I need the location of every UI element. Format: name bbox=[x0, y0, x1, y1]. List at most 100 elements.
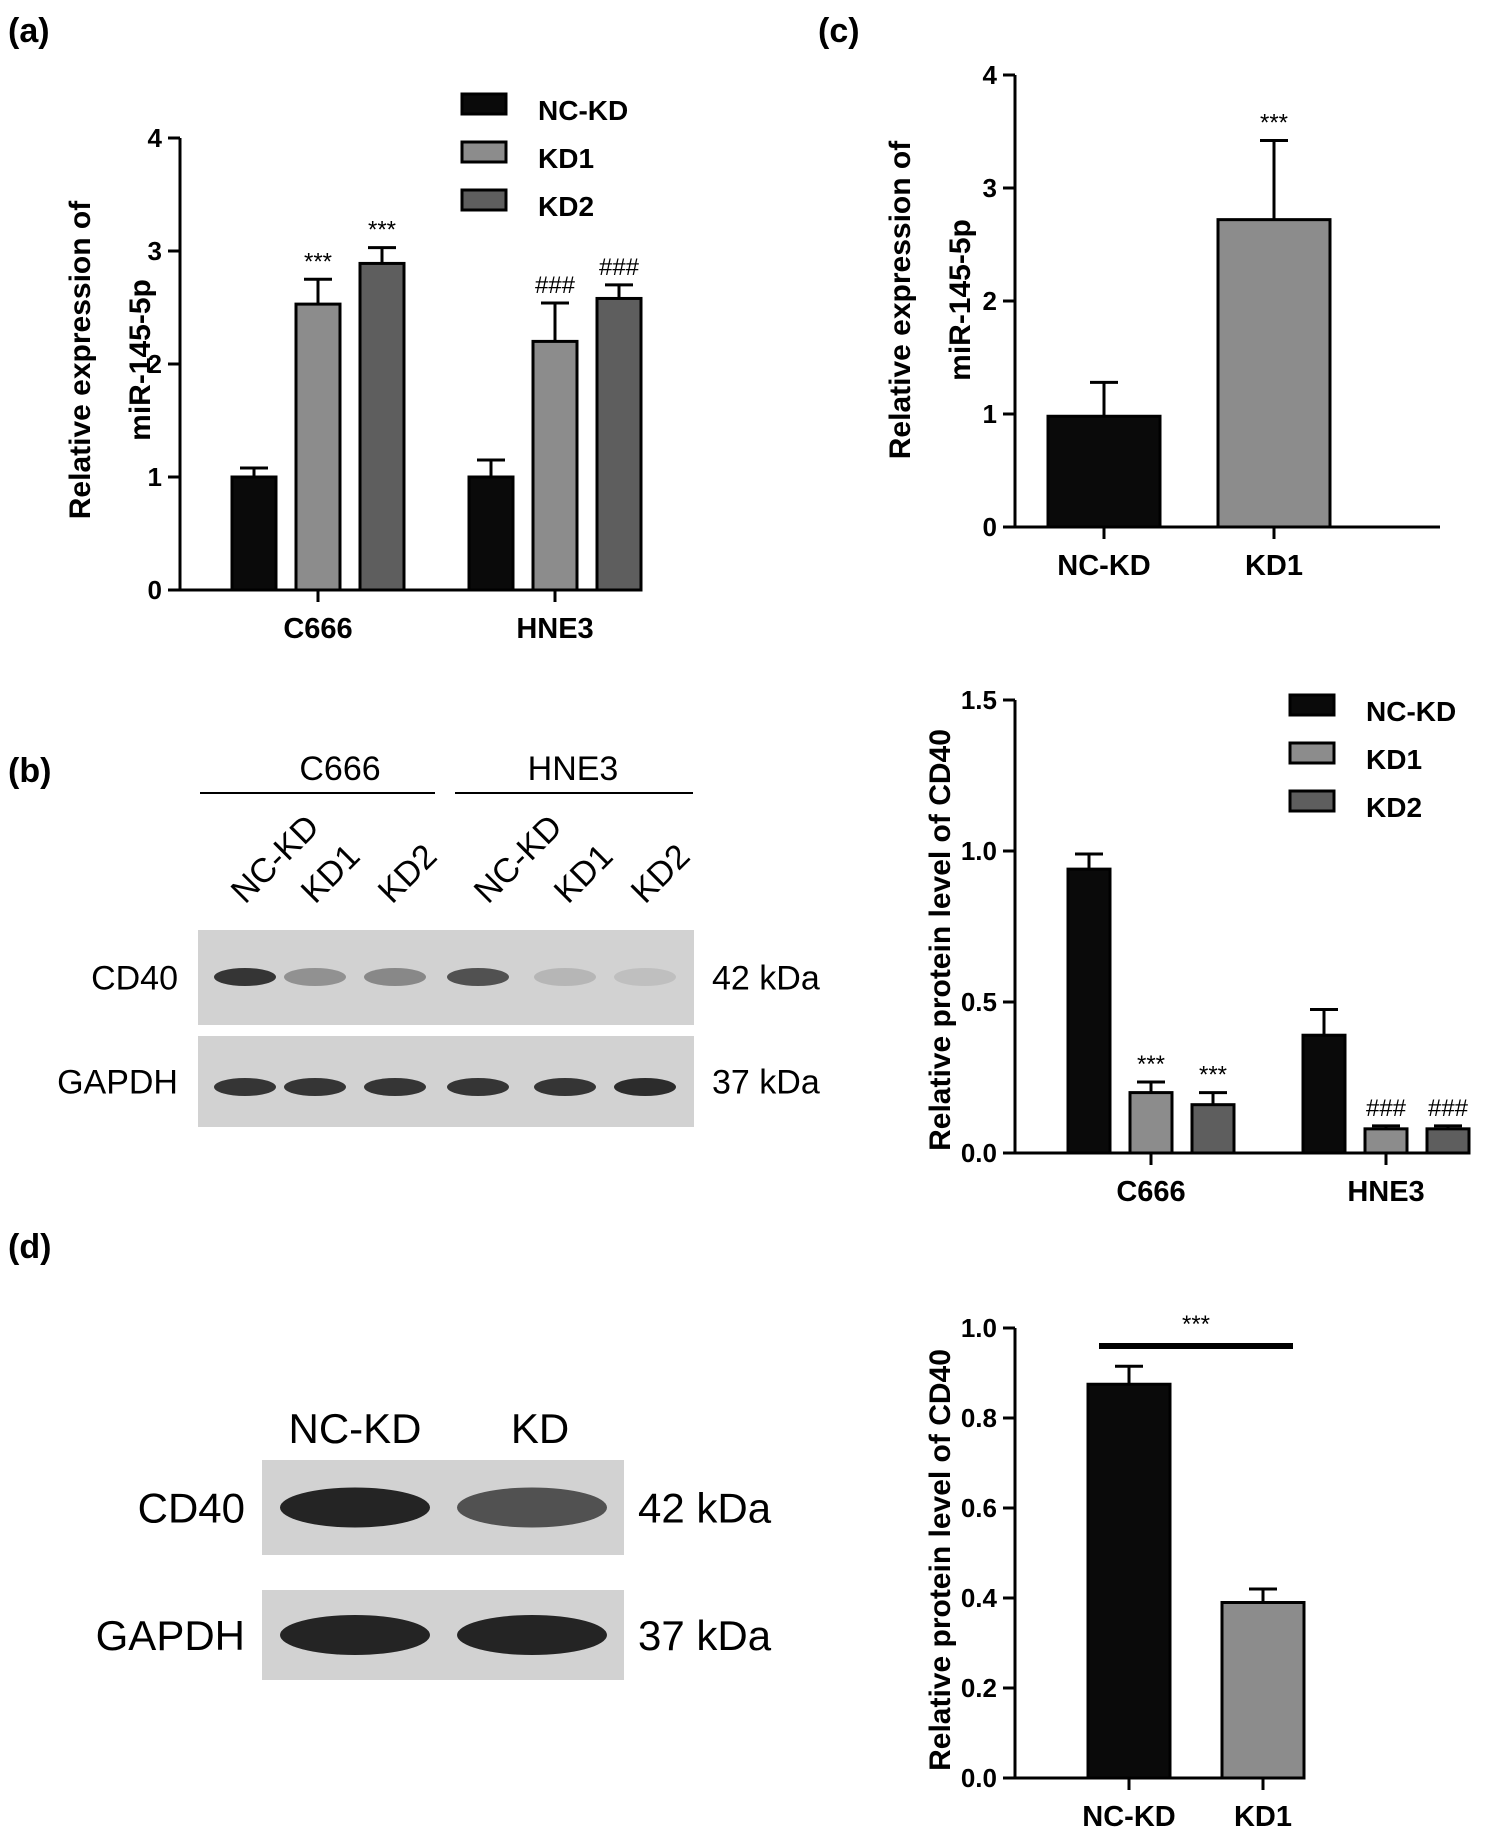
blot-group-label: C666 bbox=[299, 750, 380, 788]
y-tick-label: 1.0 bbox=[961, 836, 997, 866]
blot-size-label: 37 kDa bbox=[638, 1612, 772, 1659]
significance-label: ### bbox=[599, 254, 640, 281]
blot-lane-label: KD2 bbox=[371, 837, 445, 911]
y-tick-label: 0 bbox=[983, 512, 997, 542]
blot-band bbox=[447, 968, 509, 986]
significance-label: ### bbox=[535, 272, 576, 299]
legend-swatch bbox=[1288, 741, 1336, 765]
bar-kd1 bbox=[1363, 1127, 1409, 1155]
y-tick-label: 4 bbox=[148, 123, 163, 153]
blot-size-label: 42 kDa bbox=[638, 1485, 772, 1532]
y-tick-label: 1 bbox=[148, 462, 162, 492]
y-axis-title: Relative expression of bbox=[884, 140, 917, 459]
blot-size-label: 42 kDa bbox=[712, 960, 820, 998]
western-blot-d: NC-KD KD CD40 42 kDa GAPDH 37 kDa bbox=[96, 1405, 772, 1680]
bar-kd2 bbox=[1425, 1127, 1471, 1155]
y-axis-title: Relative protein level of CD40 bbox=[924, 1349, 957, 1771]
blot-band bbox=[284, 1078, 346, 1096]
blot-lane-label: KD bbox=[511, 1405, 569, 1452]
significance-label: *** bbox=[304, 248, 332, 275]
blot-band bbox=[364, 1078, 426, 1096]
chart-a-mirna-expression: 0 1 2 3 4 Relative expression of miR-145-5p ***… bbox=[64, 92, 643, 645]
blot-band bbox=[214, 1078, 276, 1096]
significance-label: *** bbox=[368, 217, 396, 244]
significance-label: *** bbox=[1260, 110, 1288, 137]
legend-swatch bbox=[460, 92, 508, 116]
y-axis-title: miR-145-5p bbox=[124, 279, 157, 441]
y-tick-label: 0.0 bbox=[961, 1138, 997, 1168]
x-tick-label: KD1 bbox=[1245, 550, 1303, 582]
bar-kd2 bbox=[595, 296, 643, 592]
legend-label: KD1 bbox=[1366, 744, 1422, 775]
bar-kd1 bbox=[1216, 218, 1332, 529]
blot-band bbox=[534, 1078, 596, 1096]
y-tick-label: 1.0 bbox=[961, 1313, 997, 1343]
y-tick-label: 1 bbox=[983, 399, 997, 429]
y-axis-title: Relative protein level of CD40 bbox=[924, 729, 957, 1151]
blot-band bbox=[284, 968, 346, 986]
bar-kd1 bbox=[1128, 1091, 1174, 1155]
blot-band bbox=[364, 968, 426, 986]
legend-label: KD2 bbox=[1366, 792, 1422, 823]
y-tick-label: 3 bbox=[983, 173, 997, 203]
blot-band bbox=[614, 1078, 676, 1096]
blot-band bbox=[457, 1615, 607, 1655]
legend-label: NC-KD bbox=[1366, 696, 1456, 727]
blot-band bbox=[214, 968, 276, 986]
blot-membrane bbox=[198, 1036, 694, 1127]
panel-letter-b: (b) bbox=[8, 752, 51, 790]
y-tick-label: 0.6 bbox=[961, 1493, 997, 1523]
blot-protein-label: GAPDH bbox=[96, 1612, 245, 1659]
y-axis-title: miR-145-5p bbox=[944, 219, 977, 381]
blot-lane-label: NC-KD bbox=[289, 1405, 422, 1452]
x-tick-label: KD1 bbox=[1234, 1801, 1292, 1833]
x-tick-label: NC-KD bbox=[1057, 550, 1150, 582]
y-tick-label: 1.5 bbox=[961, 685, 997, 715]
x-tick-label: C666 bbox=[283, 613, 352, 645]
blot-membrane bbox=[198, 930, 694, 1025]
legend-swatch bbox=[460, 188, 508, 212]
panel-letter-c: (c) bbox=[818, 12, 860, 50]
bar-nc-kd bbox=[1086, 1382, 1172, 1780]
y-tick-label: 0.8 bbox=[961, 1403, 997, 1433]
y-tick-label: 0.0 bbox=[961, 1763, 997, 1793]
x-tick-label: C666 bbox=[1116, 1176, 1185, 1208]
blot-size-label: 37 kDa bbox=[712, 1064, 820, 1102]
bar-nc-kd bbox=[230, 475, 278, 592]
blot-lane-label: KD2 bbox=[624, 837, 698, 911]
blot-lane-label: KD1 bbox=[547, 837, 621, 911]
bar-nc-kd bbox=[1066, 867, 1112, 1155]
bar-kd2 bbox=[358, 261, 406, 592]
bar-kd1 bbox=[294, 302, 342, 592]
bar-nc-kd bbox=[467, 475, 515, 592]
legend-label: NC-KD bbox=[538, 95, 628, 126]
blot-band bbox=[280, 1615, 430, 1655]
legend-swatch bbox=[460, 140, 508, 164]
blot-protein-label: CD40 bbox=[138, 1485, 245, 1532]
y-axis-title: Relative expression of bbox=[64, 200, 97, 519]
significance-label: ### bbox=[1428, 1095, 1469, 1122]
y-tick-label: 0.4 bbox=[961, 1583, 998, 1613]
blot-protein-label: GAPDH bbox=[57, 1064, 178, 1102]
y-tick-label: 4 bbox=[983, 60, 998, 90]
bar-nc-kd bbox=[1301, 1033, 1347, 1155]
blot-band bbox=[457, 1487, 607, 1528]
x-tick-label: NC-KD bbox=[1082, 1801, 1175, 1833]
panel-letter-a: (a) bbox=[8, 12, 50, 50]
significance-label: *** bbox=[1182, 1311, 1210, 1338]
bar-nc-kd bbox=[1046, 414, 1162, 529]
bar-kd2 bbox=[1190, 1103, 1236, 1155]
blot-lane-label: NC-KD bbox=[467, 808, 570, 911]
blot-band bbox=[280, 1487, 430, 1528]
blot-band bbox=[447, 1078, 509, 1096]
significance-label: ### bbox=[1366, 1095, 1407, 1122]
y-tick-label: 0.2 bbox=[961, 1673, 997, 1703]
bar-kd1 bbox=[531, 339, 579, 592]
y-tick-label: 3 bbox=[148, 236, 162, 266]
chart-c-mirna-expression: 0 1 2 3 4 Relative expression of miR-145-5p NC-… bbox=[884, 60, 1440, 582]
x-tick-label: HNE3 bbox=[516, 613, 593, 645]
